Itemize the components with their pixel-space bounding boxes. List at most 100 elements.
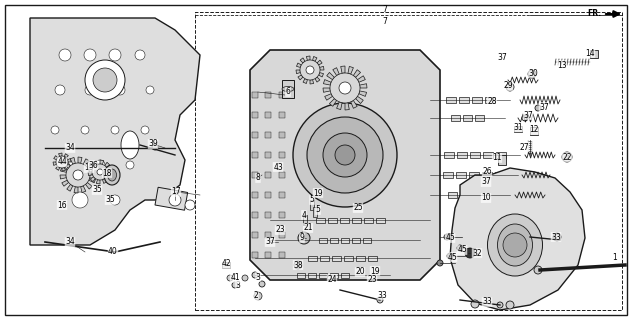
Text: 21: 21 [303, 223, 313, 233]
Text: 17: 17 [171, 188, 181, 196]
Text: 19: 19 [370, 267, 380, 276]
Bar [282, 80, 294, 98]
Ellipse shape [497, 224, 533, 266]
Bar [155, 187, 188, 210]
Polygon shape [310, 80, 313, 84]
Ellipse shape [104, 165, 120, 185]
Circle shape [562, 152, 572, 162]
Bar [279, 212, 285, 218]
Polygon shape [100, 160, 104, 164]
Polygon shape [88, 165, 94, 170]
Bar [368, 255, 377, 260]
Circle shape [377, 297, 383, 303]
Bar [279, 192, 285, 198]
Bar [279, 252, 285, 258]
Bar [313, 207, 317, 217]
Bar [327, 218, 336, 222]
Circle shape [506, 301, 514, 309]
Bar [279, 132, 285, 138]
Text: 7: 7 [382, 18, 387, 27]
Polygon shape [90, 177, 95, 182]
Polygon shape [60, 175, 66, 179]
Bar [279, 112, 285, 118]
Polygon shape [106, 174, 111, 179]
Text: 4: 4 [301, 211, 307, 220]
Text: 38: 38 [293, 260, 303, 269]
Bar [308, 273, 315, 277]
Circle shape [471, 300, 479, 308]
Bar [265, 112, 271, 118]
Bar [482, 172, 492, 178]
Bar [265, 212, 271, 218]
Circle shape [60, 160, 64, 164]
Text: 39: 39 [148, 140, 158, 148]
Polygon shape [337, 102, 342, 109]
Ellipse shape [121, 131, 139, 159]
Ellipse shape [107, 169, 116, 181]
Polygon shape [74, 187, 78, 193]
Circle shape [294, 261, 302, 269]
Bar [514, 126, 522, 132]
Polygon shape [67, 184, 73, 191]
Text: 29: 29 [503, 82, 513, 91]
Bar [463, 115, 472, 121]
Text: 19: 19 [313, 188, 323, 197]
Text: 10: 10 [481, 194, 491, 203]
Circle shape [232, 282, 238, 288]
Text: 27: 27 [519, 142, 529, 151]
Polygon shape [325, 94, 332, 100]
Circle shape [111, 126, 119, 134]
Bar [447, 192, 456, 198]
Circle shape [534, 266, 542, 274]
Ellipse shape [282, 86, 294, 92]
Bar [296, 273, 305, 277]
Bar [458, 97, 468, 103]
Circle shape [457, 245, 463, 251]
Circle shape [72, 192, 88, 208]
Bar [443, 172, 453, 178]
Circle shape [323, 133, 367, 177]
Bar [475, 115, 484, 121]
Text: 8: 8 [255, 173, 260, 182]
Text: 33: 33 [482, 298, 492, 307]
Circle shape [109, 49, 121, 61]
Circle shape [115, 85, 125, 95]
Bar [329, 273, 337, 277]
Bar [303, 215, 307, 225]
Text: 35: 35 [105, 196, 115, 204]
Circle shape [565, 155, 569, 159]
Bar [485, 97, 494, 103]
Text: 44: 44 [57, 157, 67, 166]
Polygon shape [313, 56, 317, 61]
Polygon shape [85, 182, 92, 189]
Polygon shape [320, 66, 324, 70]
Bar [265, 132, 271, 138]
Circle shape [307, 117, 383, 193]
Text: 20: 20 [355, 268, 365, 276]
Circle shape [169, 194, 181, 206]
Circle shape [97, 169, 103, 175]
Circle shape [298, 232, 310, 244]
Polygon shape [89, 178, 95, 183]
Circle shape [554, 234, 560, 240]
Bar [319, 237, 327, 243]
Text: 30: 30 [528, 68, 538, 77]
Polygon shape [307, 56, 310, 60]
Polygon shape [324, 80, 331, 85]
Polygon shape [345, 103, 349, 110]
Polygon shape [353, 70, 361, 77]
Polygon shape [358, 76, 365, 82]
Circle shape [242, 275, 248, 281]
Text: 14: 14 [585, 49, 595, 58]
Polygon shape [59, 153, 62, 156]
Text: 45: 45 [457, 245, 467, 254]
Text: 7: 7 [382, 5, 387, 14]
Polygon shape [30, 18, 200, 245]
Bar [375, 218, 384, 222]
Circle shape [227, 275, 233, 281]
Bar [483, 192, 492, 198]
Polygon shape [62, 180, 69, 186]
Bar [310, 200, 314, 210]
Bar [279, 152, 285, 158]
Polygon shape [298, 75, 303, 80]
